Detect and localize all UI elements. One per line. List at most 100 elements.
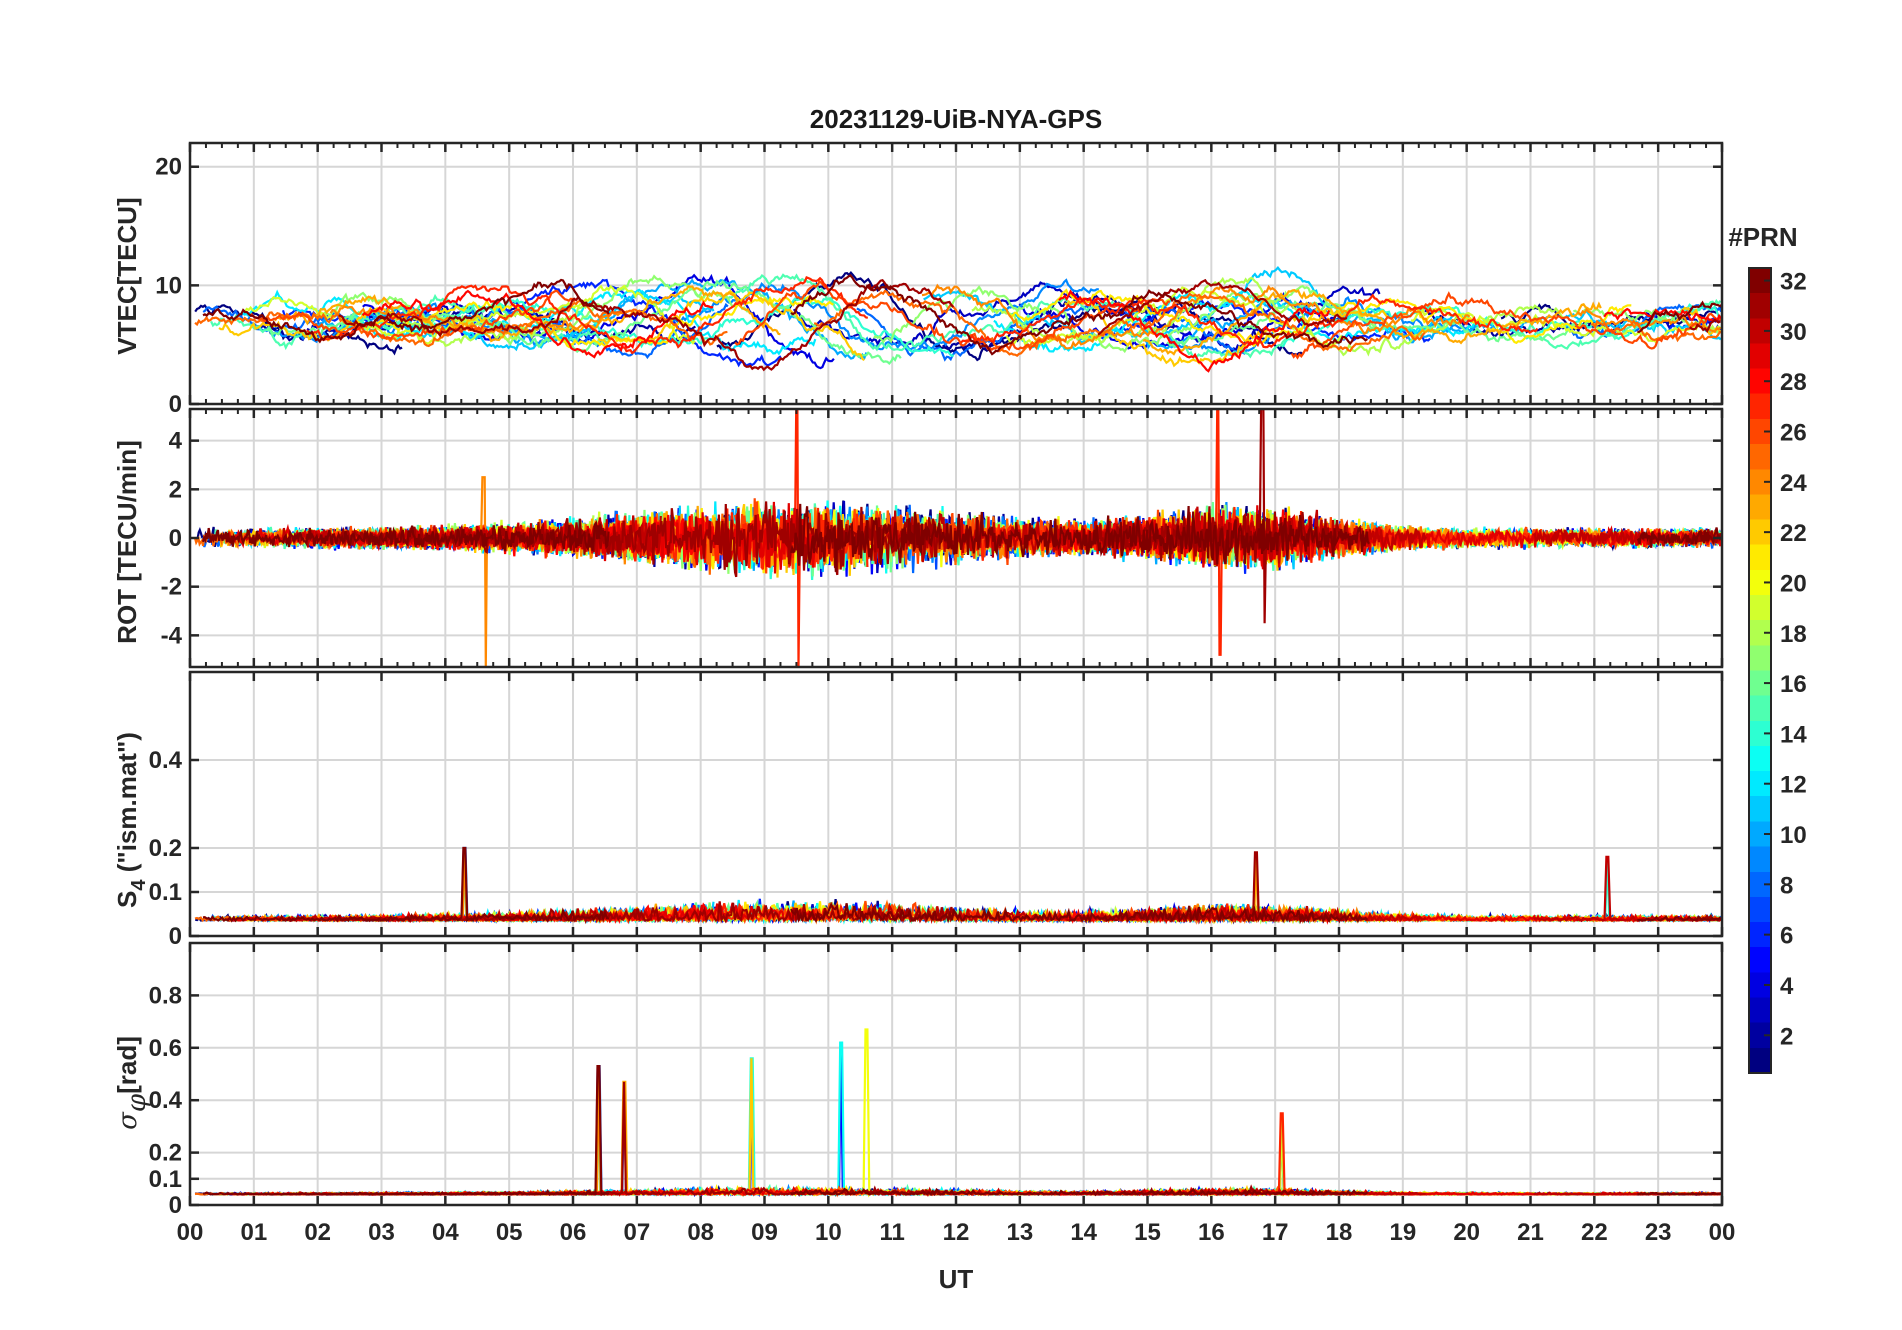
prn-16-trace [266,1066,902,1198]
prn-21-trace [353,295,834,349]
vtec-y-label: VTEC[TECU] [112,197,142,354]
y-tick-label: 4 [169,428,183,455]
prn-32-trace [1637,915,1722,922]
prn-30-trace [1532,526,1722,547]
prn-24-trace [921,283,1471,350]
prn-32-trace [201,518,610,553]
prn-32-trace [790,902,1369,925]
y-tick-label: 0.1 [149,879,182,906]
prn-17-trace [321,274,749,346]
prn-9-trace [1167,296,1494,356]
prn-31-trace [1689,318,1721,334]
prn-32-trace [789,503,1370,572]
x-ticks: -4 -2 0 2 4 [161,409,1724,667]
svg-text:σφ[rad]: σφ[rad] [112,1036,152,1130]
x-tick-label: 16 [1198,1219,1225,1246]
y-tick-label: 0.2 [149,1140,182,1167]
prn-32-trace [1637,300,1722,333]
prn-32-trace [202,1065,610,1196]
y-tick-label: 0.2 [149,835,182,862]
prn-32-trace [202,278,610,344]
x-tick-label: 15 [1134,1219,1161,1246]
prn-6-trace [281,278,782,368]
series-group [194,1028,1722,1198]
prn-25-trace [813,289,1426,358]
series-group [194,265,1722,373]
x-tick-label: 22 [1581,1219,1608,1246]
rot-y-label: ROT [TECU/min] [112,440,142,644]
prn-19-trace [1006,1113,1346,1197]
x-tick-label: 02 [304,1219,331,1246]
sigma-label-rest: [rad] [112,1036,142,1094]
prn-11-trace [923,1113,1472,1197]
colorbar-tick-label: 28 [1780,369,1807,396]
x-tick-label: 04 [432,1219,459,1246]
x-tick-label: 00 [1709,1219,1736,1246]
rot-panel: -4 -2 0 2 4 [161,407,1724,669]
y-tick-label: 0 [169,1192,182,1219]
y-tick-label: 0.4 [149,1087,183,1114]
prn-31-trace [338,1081,954,1197]
prn-31-trace [338,278,955,372]
x-tick-label: 20 [1453,1219,1480,1246]
colorbar-tick-label: 24 [1780,470,1807,497]
colorbar-tick-label: 22 [1780,520,1807,547]
prn-30-trace [1533,855,1722,922]
prn-26-trace [1290,291,1722,360]
colorbar-tick-label: 6 [1780,923,1793,950]
y-tick-label: 0.1 [149,1166,182,1193]
prn-28-trace [1603,307,1722,324]
x-tick-label: 03 [368,1219,395,1246]
colorbar-tick-label: 32 [1780,269,1807,296]
prn-22-trace [597,1058,866,1197]
colorbar-tick-label: 20 [1780,570,1807,597]
prn-23-trace [274,1080,782,1197]
s4-panel: 0 0.1 0.2 0.4 [149,670,1724,950]
prn-26-trace [250,289,576,341]
prn-22-trace [1064,299,1389,368]
grid [189,943,1723,1206]
y-tick-label: 10 [155,272,182,299]
prn-28-trace [1058,289,1331,373]
prn-23-trace [273,285,781,343]
x-tick-label: 01 [240,1219,267,1246]
x-tick-label: 06 [560,1219,587,1246]
prn-13-trace [736,1041,1121,1197]
colorbar-tick-label: 30 [1780,319,1807,346]
vtec-panel: 0 10 20 [155,141,1724,418]
x-tick-label: 13 [1006,1219,1033,1246]
s4-label-main: S [112,891,142,908]
sigma-label-main: σ [113,1111,143,1130]
colorbar-gradient [1748,267,1772,1074]
x-tick-label: 11 [879,1219,904,1246]
grid [189,143,1723,405]
y-tick-label: 0.8 [149,982,182,1009]
s4-label-sub: 4 [128,879,150,891]
prn-31-trace [1097,278,1348,336]
y-tick-label: -2 [161,574,182,601]
prn-8-trace [203,1065,729,1197]
colorbar-tick-label: 16 [1780,671,1807,698]
y-tick-label: 2 [169,476,182,503]
x-axis-label: UT [939,1264,974,1294]
series-group [193,409,1722,667]
y-tick-label: 0 [169,391,182,418]
prn-32-trace [1636,527,1722,548]
x-tick-label: 17 [1262,1219,1289,1246]
chart-title: 20231129-UiB-NYA-GPS [810,104,1102,134]
prn-32-trace [791,1187,1369,1197]
colorbar-tick-label: 26 [1780,420,1807,447]
prn-28-trace [361,289,714,359]
x-tick-label: 19 [1389,1219,1416,1246]
y-tick-label: 20 [155,154,182,181]
sigma-label-sub: φ [122,1093,152,1112]
x-tick-label: 05 [496,1219,523,1246]
prn-5-trace [816,1042,1219,1197]
x-tick-label: 00 [177,1219,204,1246]
prn-17-trace [873,284,1376,354]
x-tick-labels: 00 01 02 03 04 05 06 07 08 09 10 11 12 13 14 15 16 17 18 19… [177,1219,1736,1246]
x-ticks: 0 0.1 0.2 0.4 [149,672,1724,950]
